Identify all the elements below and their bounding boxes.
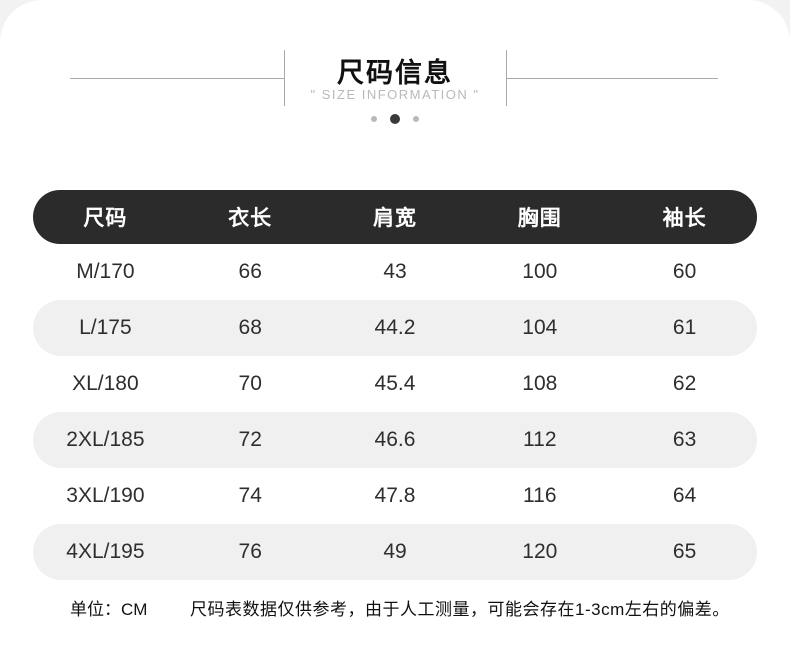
cell-chest: 104 xyxy=(522,316,558,339)
table-row: M/170 66 43 100 60 xyxy=(33,244,757,300)
decor-line-right xyxy=(506,78,718,79)
cell-length: 74 xyxy=(238,484,262,507)
cell-length: 70 xyxy=(238,372,262,395)
cell-size: 4XL/195 xyxy=(66,540,145,563)
cell-chest: 112 xyxy=(523,428,557,451)
cell-size: 2XL/185 xyxy=(66,428,145,451)
cell-chest: 120 xyxy=(522,540,558,563)
cell-shoulder: 43 xyxy=(383,260,407,283)
cell-sleeve: 61 xyxy=(672,316,697,339)
cell-chest: 100 xyxy=(522,260,558,283)
cell-sleeve: 63 xyxy=(672,428,697,451)
cell-length: 66 xyxy=(238,260,262,283)
decor-line-left xyxy=(70,78,284,79)
table-row: L/175 68 44.2 104 61 xyxy=(33,300,757,356)
cell-size: L/175 xyxy=(79,316,132,339)
carousel-dot xyxy=(371,116,377,122)
column-header-size: 尺码 xyxy=(83,207,128,230)
cell-sleeve: 64 xyxy=(672,484,697,507)
page-title: 尺码信息 xyxy=(337,58,453,88)
cell-shoulder: 44.2 xyxy=(374,316,416,339)
cell-length: 72 xyxy=(238,428,262,451)
section-header: 尺码信息 " SIZE INFORMATION " xyxy=(0,0,790,190)
cell-sleeve: 62 xyxy=(672,372,697,395)
column-header-chest: 胸围 xyxy=(517,207,562,230)
footnote: 单位：CM 尺码表数据仅供参考，由于人工测量，可能会存在1-3cm左右的偏差。 xyxy=(70,595,755,620)
carousel-dot-active xyxy=(390,114,400,124)
column-header-shoulder-width: 肩宽 xyxy=(372,207,417,230)
cell-length: 76 xyxy=(238,540,262,563)
cell-size: 3XL/190 xyxy=(66,484,145,507)
cell-shoulder: 47.8 xyxy=(374,484,416,507)
cell-sleeve: 60 xyxy=(672,260,697,283)
cell-chest: 108 xyxy=(522,372,558,395)
cell-sleeve: 65 xyxy=(672,540,697,563)
size-table: 尺码 衣长 肩宽 胸围 袖长 M/170 66 43 100 60 L/175 … xyxy=(33,190,757,580)
cell-size: XL/180 xyxy=(72,372,139,395)
cell-chest: 116 xyxy=(523,484,557,507)
cell-size: M/170 xyxy=(76,260,135,283)
disclaimer-text: 尺码表数据仅供参考，由于人工测量，可能会存在1-3cm左右的偏差。 xyxy=(190,600,730,619)
unit-label: 单位：CM xyxy=(70,600,148,619)
carousel-dots xyxy=(0,113,790,125)
carousel-dot xyxy=(413,116,419,122)
column-header-garment-length: 衣长 xyxy=(228,207,273,230)
table-row: XL/180 70 45.4 108 62 xyxy=(33,356,757,412)
cell-shoulder: 49 xyxy=(383,540,407,563)
page-subtitle: " SIZE INFORMATION " xyxy=(310,87,480,102)
cell-shoulder: 46.6 xyxy=(374,428,416,451)
cell-shoulder: 45.4 xyxy=(374,372,416,395)
decor-tick-left xyxy=(284,50,285,106)
size-table-header-row: 尺码 衣长 肩宽 胸围 袖长 xyxy=(33,190,757,244)
table-row: 2XL/185 72 46.6 112 63 xyxy=(33,412,757,468)
column-header-sleeve-length: 袖长 xyxy=(662,207,707,230)
table-row: 3XL/190 74 47.8 116 64 xyxy=(33,468,757,524)
table-row: 4XL/195 76 49 120 65 xyxy=(33,524,757,580)
cell-length: 68 xyxy=(238,316,262,339)
